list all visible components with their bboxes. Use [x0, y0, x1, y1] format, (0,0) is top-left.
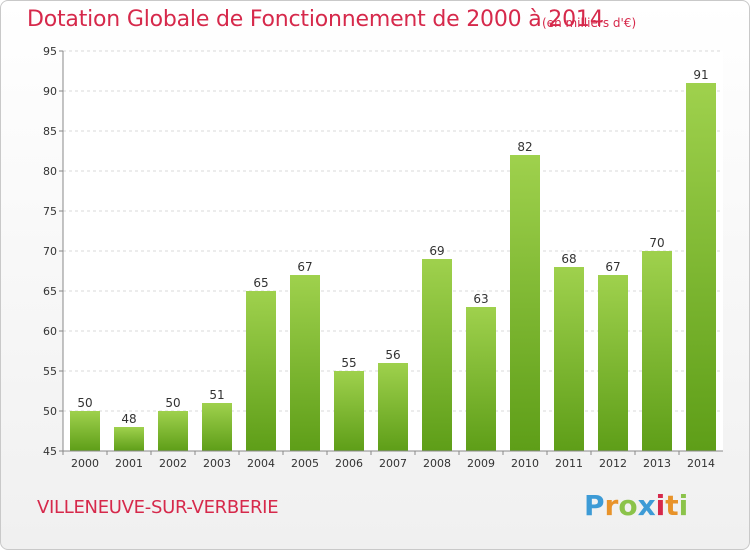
- x-tick-label: 2003: [203, 457, 231, 470]
- logo-letter: i: [678, 489, 689, 522]
- value-label-2011: 68: [561, 252, 576, 266]
- y-tick-label: 85: [43, 125, 57, 138]
- logo-letter: x: [637, 489, 656, 522]
- logo-letter: P: [584, 489, 605, 522]
- x-tick-label: 2009: [467, 457, 495, 470]
- commune-name: VILLENEUVE-SUR-VERBERIE: [37, 497, 279, 518]
- x-tick-label: 2011: [555, 457, 583, 470]
- value-label-2006: 55: [341, 356, 356, 370]
- bars: [70, 83, 716, 451]
- bar-2002: [158, 411, 188, 451]
- proxiti-logo[interactable]: Proxiti: [584, 489, 688, 522]
- bar-2001: [114, 427, 144, 451]
- y-tick-label: 80: [43, 165, 57, 178]
- bar-2004: [246, 291, 276, 451]
- value-labels: 50 48 50 51 65 67 55 56 69 63 82 68 67 70 91: [77, 68, 708, 426]
- logo-letter: i: [655, 489, 666, 522]
- logo-letter: t: [665, 489, 679, 522]
- y-tick-label: 95: [43, 45, 57, 58]
- x-tick-label: 2002: [159, 457, 187, 470]
- x-tick-label: 2010: [511, 457, 539, 470]
- value-label-2004: 65: [253, 276, 268, 290]
- x-tick-label: 2004: [247, 457, 275, 470]
- x-tick-label: 2007: [379, 457, 407, 470]
- y-tick-label: 45: [43, 445, 57, 458]
- x-tick-label: 2001: [115, 457, 143, 470]
- bar-2013: [642, 251, 672, 451]
- x-tick-label: 2014: [687, 457, 715, 470]
- value-label-2005: 67: [297, 260, 312, 274]
- bar-2009: [466, 307, 496, 451]
- bar-2010: [510, 155, 540, 451]
- bar-2005: [290, 275, 320, 451]
- bar-2007: [378, 363, 408, 451]
- logo-letter: r: [604, 489, 619, 522]
- y-axis-ticks: 45 50 55 60 65 70 75 80 85 90 95: [43, 45, 63, 458]
- x-tick-label: 2012: [599, 457, 627, 470]
- value-label-2010: 82: [517, 140, 532, 154]
- y-tick-label: 70: [43, 245, 57, 258]
- bar-2006: [334, 371, 364, 451]
- x-tick-label: 2005: [291, 457, 319, 470]
- value-label-2003: 51: [209, 388, 224, 402]
- y-tick-label: 65: [43, 285, 57, 298]
- x-tick-label: 2006: [335, 457, 363, 470]
- bar-2014: [686, 83, 716, 451]
- value-label-2014: 91: [693, 68, 708, 82]
- bar-2011: [554, 267, 584, 451]
- value-label-2002: 50: [165, 396, 180, 410]
- y-tick-label: 60: [43, 325, 57, 338]
- x-tick-label: 2008: [423, 457, 451, 470]
- value-label-2000: 50: [77, 396, 92, 410]
- y-tick-label: 90: [43, 85, 57, 98]
- bar-2012: [598, 275, 628, 451]
- y-tick-label: 55: [43, 365, 57, 378]
- value-label-2013: 70: [649, 236, 664, 250]
- x-axis-ticks: 2000 2001 2002 2003 2004 2005 2006 2007 2008 2009…: [62, 451, 715, 470]
- logo-letter: o: [618, 489, 638, 522]
- chart-subtitle: (en milliers d'€): [542, 16, 637, 30]
- bar-2000: [70, 411, 100, 451]
- bar-2003: [202, 403, 232, 451]
- y-tick-label: 50: [43, 405, 57, 418]
- x-tick-label: 2013: [643, 457, 671, 470]
- y-tick-label: 75: [43, 205, 57, 218]
- value-label-2009: 63: [473, 292, 488, 306]
- x-tick-label: 2000: [71, 457, 99, 470]
- value-label-2012: 67: [605, 260, 620, 274]
- bar-2008: [422, 259, 452, 451]
- chart-title: Dotation Globale de Fonctionnement de 20…: [27, 7, 604, 32]
- value-label-2008: 69: [429, 244, 444, 258]
- value-label-2007: 56: [385, 348, 400, 362]
- value-label-2001: 48: [121, 412, 136, 426]
